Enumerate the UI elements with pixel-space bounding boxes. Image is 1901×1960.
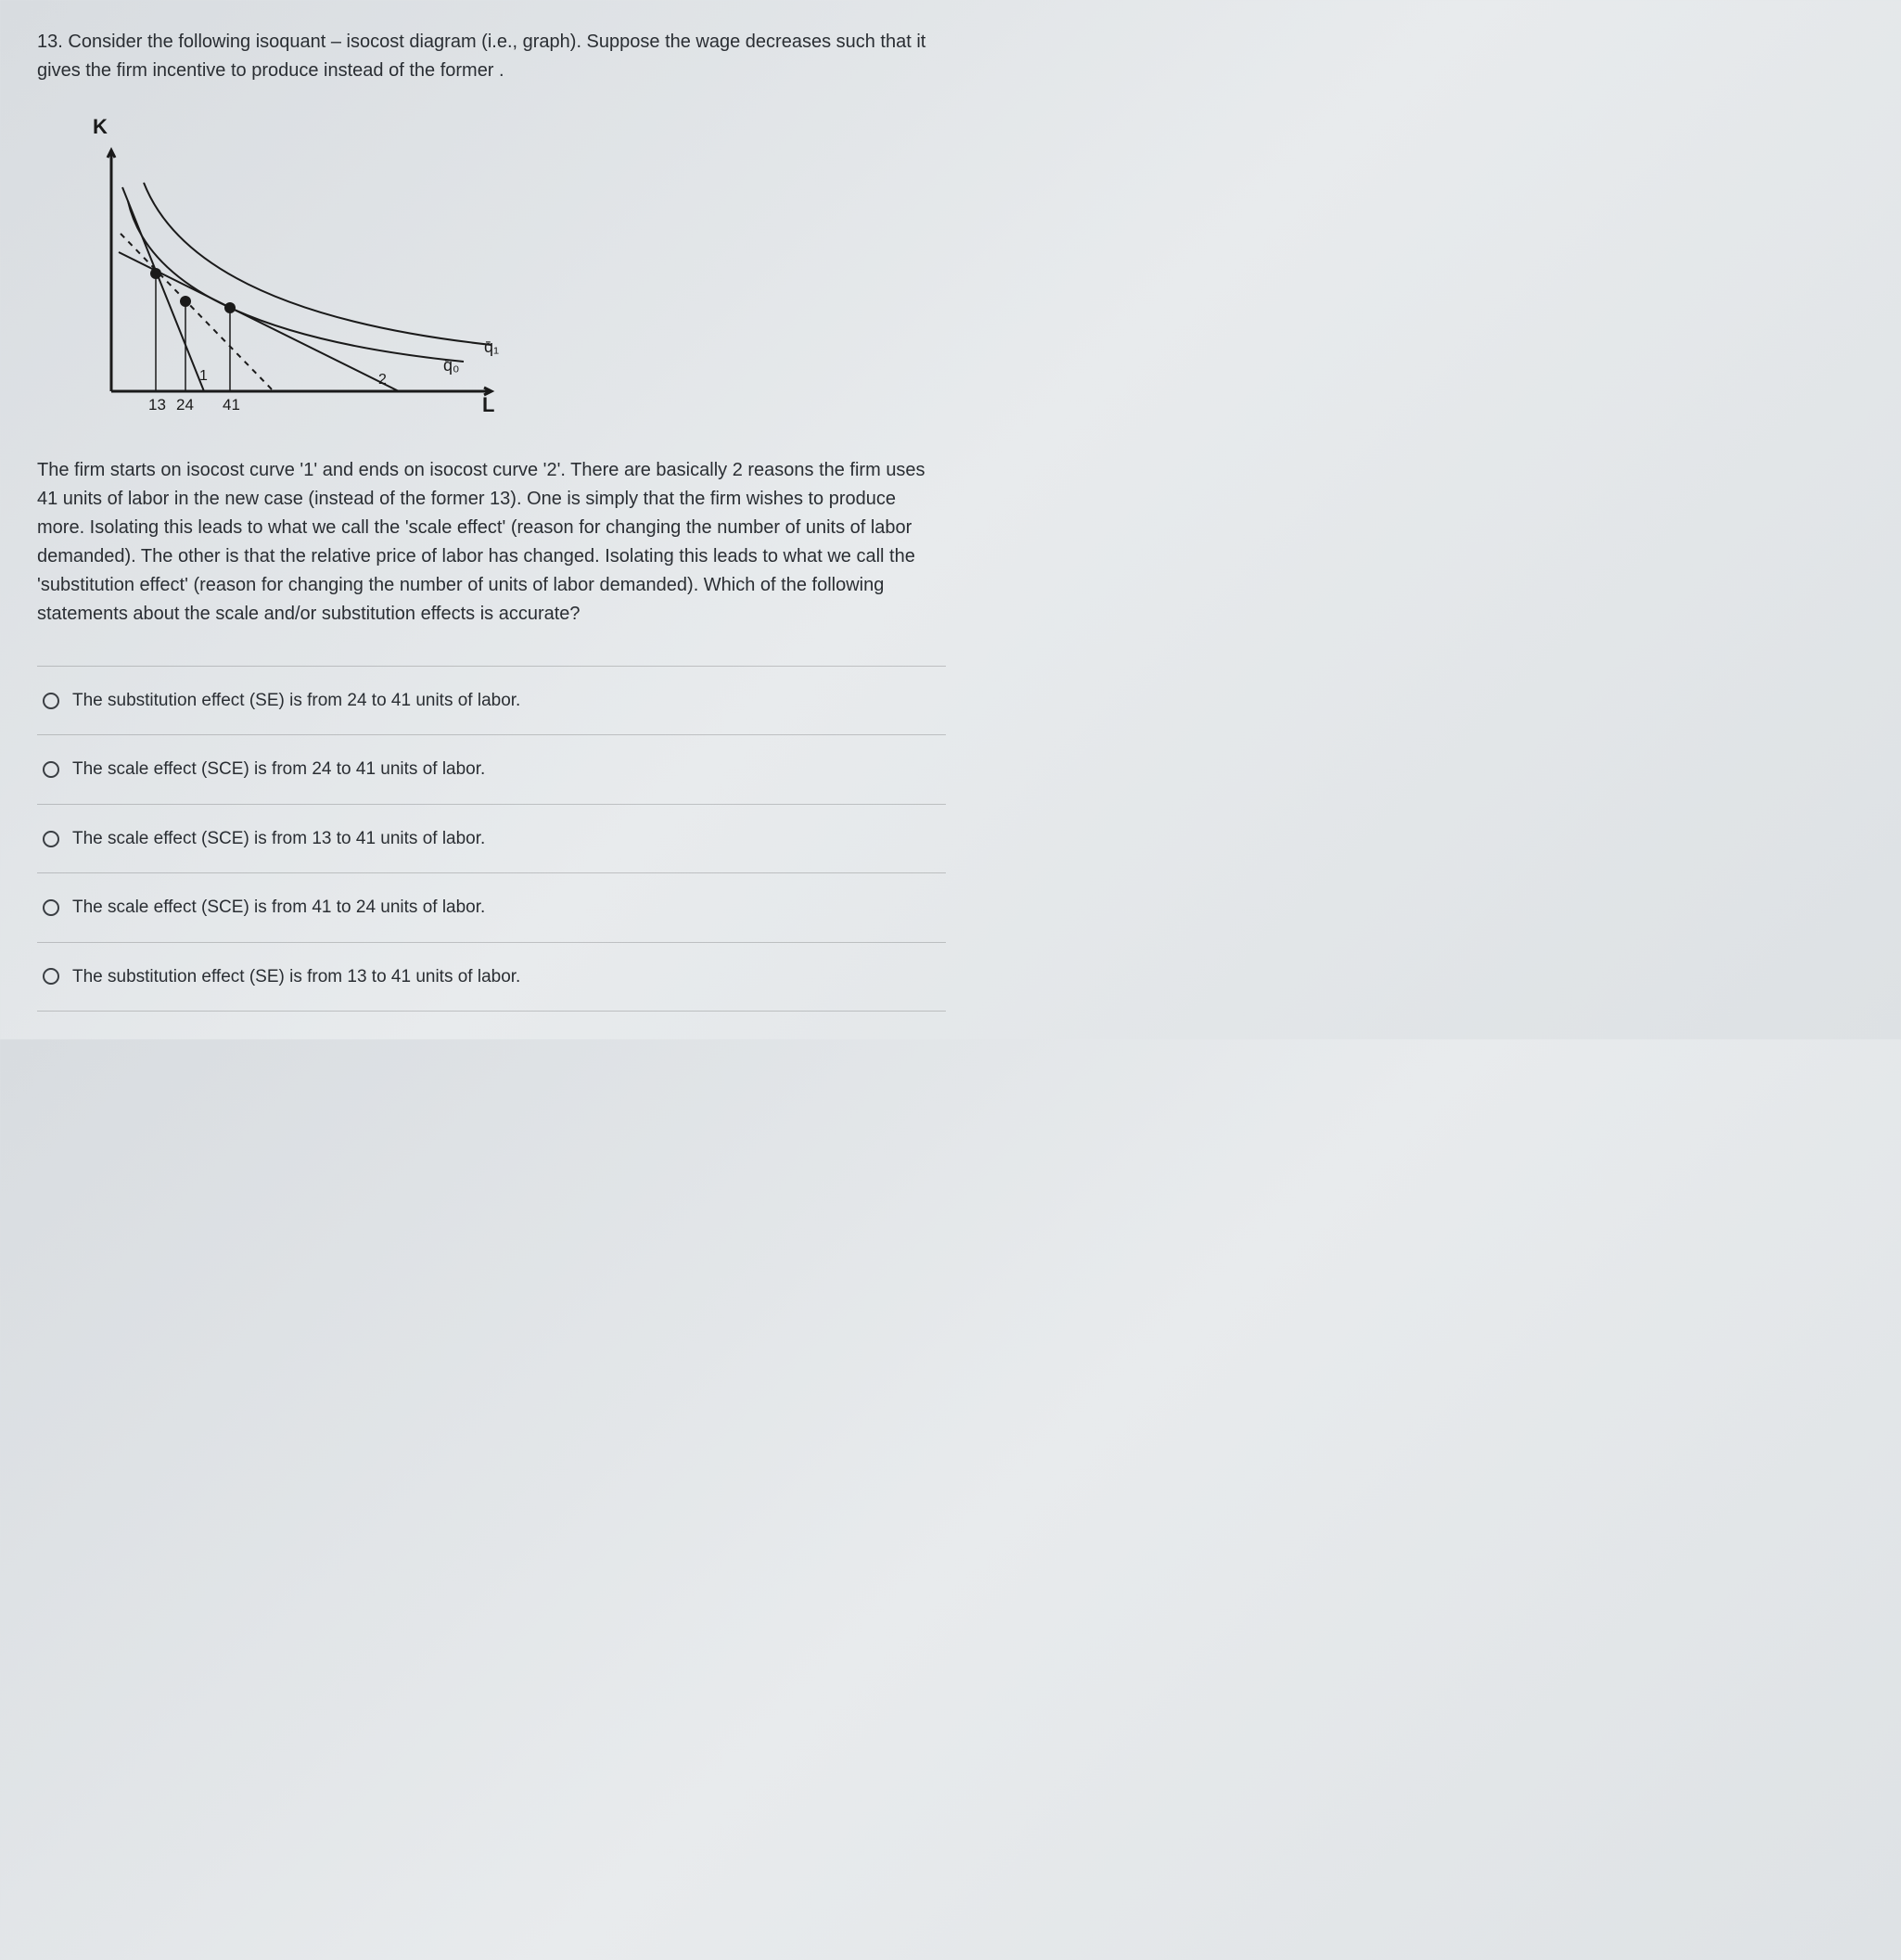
option-label: The scale effect (SCE) is from 13 to 41 … <box>72 825 485 852</box>
options-list: The substitution effect (SE) is from 24 … <box>37 666 946 1012</box>
question-text: Consider the following isoquant – isocos… <box>37 32 925 81</box>
radio-icon[interactable] <box>43 693 59 709</box>
xtick-1: 24 <box>176 396 194 414</box>
y-axis-label: K <box>93 115 108 138</box>
option-label: The substitution effect (SE) is from 24 … <box>72 687 520 714</box>
xtick-2: 41 <box>223 396 240 414</box>
option-row[interactable]: The scale effect (SCE) is from 24 to 41 … <box>37 735 946 804</box>
radio-icon[interactable] <box>43 899 59 916</box>
isocost-label-1: 1 <box>199 368 208 384</box>
question-prompt: 13. Consider the following isoquant – is… <box>37 28 946 85</box>
explanation-text: The firm starts on isocost curve '1' and… <box>37 456 946 629</box>
option-label: The scale effect (SCE) is from 41 to 24 … <box>72 894 485 921</box>
radio-icon[interactable] <box>43 761 59 778</box>
isoquant-label-q0: q̄₀ <box>443 356 459 375</box>
option-row[interactable]: The scale effect (SCE) is from 13 to 41 … <box>37 805 946 873</box>
isocost-label-2: 2 <box>378 372 387 388</box>
option-label: The scale effect (SCE) is from 24 to 41 … <box>72 756 485 783</box>
option-row[interactable]: The substitution effect (SE) is from 13 … <box>37 943 946 1012</box>
xtick-0: 13 <box>148 396 166 414</box>
diagram-svg: K 13 24 <box>56 113 538 428</box>
x-axis-label: L <box>482 393 494 416</box>
isocost-dashed <box>121 234 274 391</box>
radio-icon[interactable] <box>43 831 59 847</box>
isoquant-label-q1: q̄₁ <box>484 337 499 356</box>
option-label: The substitution effect (SE) is from 13 … <box>72 963 520 990</box>
question-block: 13. Consider the following isoquant – is… <box>37 28 946 1012</box>
radio-icon[interactable] <box>43 968 59 985</box>
question-number: 13. <box>37 32 63 52</box>
isoquant-q1 <box>144 183 491 345</box>
option-row[interactable]: The scale effect (SCE) is from 41 to 24 … <box>37 873 946 942</box>
option-row[interactable]: The substitution effect (SE) is from 24 … <box>37 667 946 735</box>
isoquant-diagram: K 13 24 <box>56 113 946 428</box>
